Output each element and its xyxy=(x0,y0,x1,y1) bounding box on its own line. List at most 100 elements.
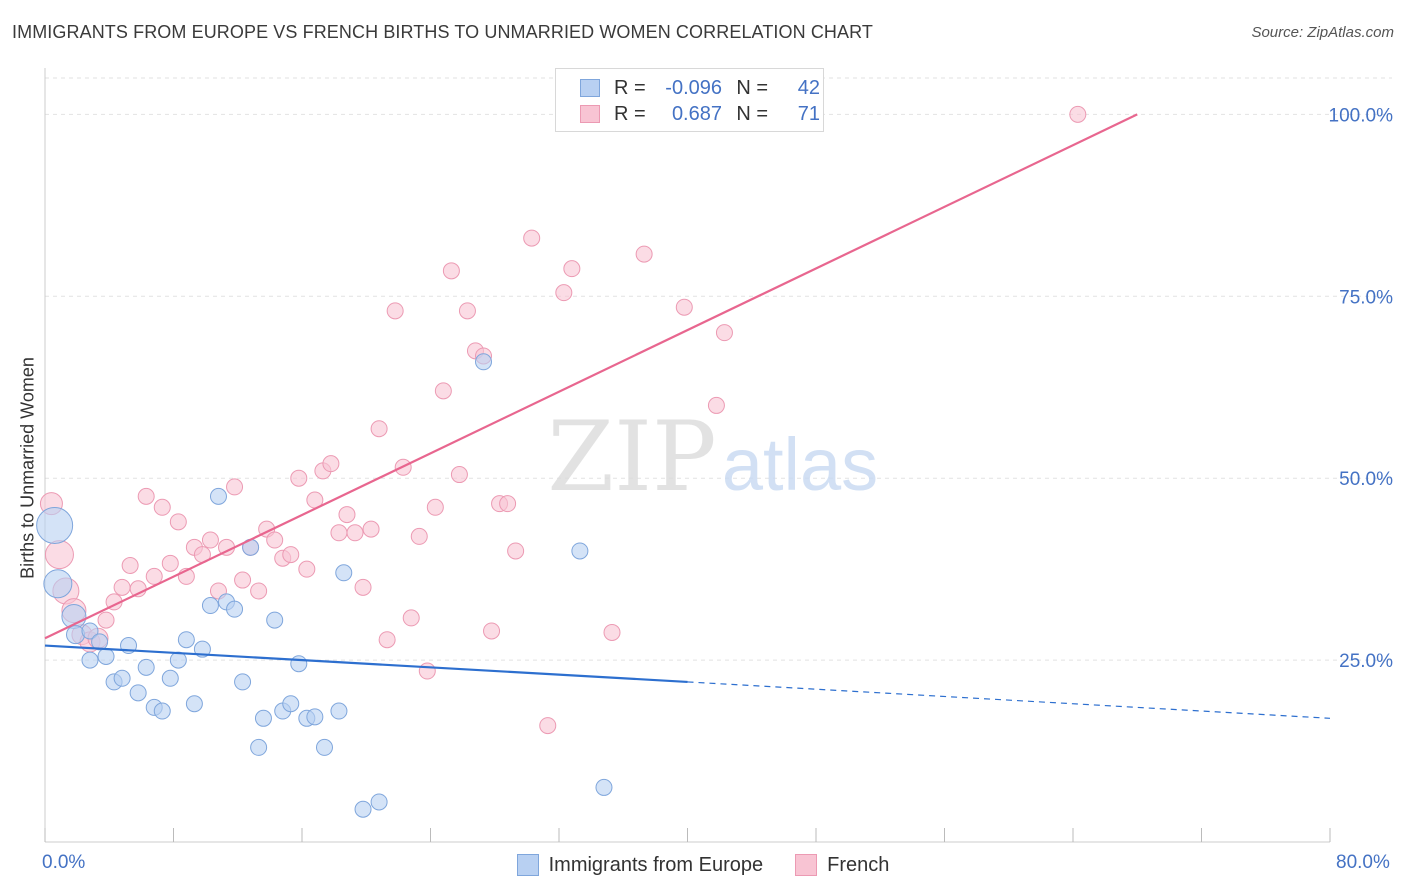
french-point xyxy=(322,455,340,473)
europe-point xyxy=(282,695,300,713)
europe-trend-extension xyxy=(687,681,1331,719)
french-point xyxy=(483,622,501,640)
y-axis-label: Births to Unmarried Women xyxy=(17,357,38,579)
europe-point xyxy=(185,695,203,713)
watermark-atlas: atlas xyxy=(722,423,878,506)
french-point xyxy=(386,302,404,320)
french-point xyxy=(434,382,452,400)
europe-point xyxy=(81,622,99,640)
europe-point xyxy=(113,669,131,687)
legend-n-value: 42 xyxy=(797,76,820,99)
legend-r-value: -0.096 xyxy=(665,76,722,99)
legend-r-label: R = xyxy=(614,102,646,125)
legend-n-label: N = xyxy=(736,102,768,125)
europe-point xyxy=(370,793,388,811)
french-point xyxy=(675,298,693,316)
europe-point xyxy=(290,655,308,673)
legend-row-europe: R = -0.096 N = 42 xyxy=(580,76,820,100)
x-tick-label-max: 80.0% xyxy=(1336,852,1390,873)
europe-point xyxy=(595,778,613,796)
series-swatch-europe xyxy=(516,854,539,876)
y-tick-label: 75.0% xyxy=(1339,287,1393,308)
french-point xyxy=(499,495,517,513)
french-point xyxy=(226,478,244,496)
french-point xyxy=(442,262,460,280)
europe-point xyxy=(81,651,99,669)
europe-trend-line xyxy=(44,644,688,684)
french-point xyxy=(330,524,348,542)
french-point xyxy=(354,578,372,596)
europe-point xyxy=(36,506,74,544)
legend-swatch-french xyxy=(580,105,600,123)
chart-title: IMMIGRANTS FROM EUROPE VS FRENCH BIRTHS … xyxy=(12,22,873,42)
x-tick-label-min: 0.0% xyxy=(42,852,86,873)
french-point xyxy=(44,540,74,570)
europe-point xyxy=(137,658,155,676)
series-legend-europe[interactable]: Immigrants from Europe xyxy=(516,853,764,877)
y-tick-label: 50.0% xyxy=(1339,469,1393,490)
legend-row-french: R = 0.687 N = 71 xyxy=(580,102,820,126)
legend-n-value: 71 xyxy=(797,102,820,125)
europe-point xyxy=(226,600,244,618)
europe-point xyxy=(315,738,333,756)
french-point xyxy=(153,498,171,516)
french-point xyxy=(402,609,420,627)
series-legend: Immigrants from Europe French xyxy=(0,852,1406,878)
french-point xyxy=(635,245,653,263)
french-point xyxy=(266,531,284,549)
europe-point xyxy=(91,633,109,651)
french-point xyxy=(450,466,468,484)
europe-point xyxy=(201,597,219,615)
y-tick-label: 25.0% xyxy=(1339,651,1393,672)
series-label-europe: Immigrants from Europe xyxy=(548,853,764,876)
europe-point xyxy=(306,708,324,726)
french-point xyxy=(282,546,300,564)
french-point xyxy=(707,396,725,414)
french-point xyxy=(145,567,163,585)
french-point xyxy=(418,662,436,680)
grid-layer xyxy=(45,77,1392,661)
french-point xyxy=(137,487,155,505)
europe-point xyxy=(254,709,272,727)
french-point xyxy=(362,520,380,538)
french-point xyxy=(426,498,444,516)
source-credit: Source: ZipAtlas.com xyxy=(1251,24,1394,41)
europe-point xyxy=(354,800,372,818)
europe-point xyxy=(66,625,86,645)
french-point xyxy=(169,513,187,531)
french-point xyxy=(1069,105,1087,123)
french-point xyxy=(250,582,268,600)
french-point xyxy=(563,260,581,278)
europe-point xyxy=(571,542,589,560)
series-swatch-french xyxy=(795,854,818,876)
french-point xyxy=(539,717,557,735)
french-point xyxy=(555,284,573,302)
french-point xyxy=(346,524,364,542)
watermark-zip: ZIP xyxy=(547,401,716,513)
legend-r-label: R = xyxy=(614,76,646,99)
french-point xyxy=(234,571,252,589)
series-label-french: French xyxy=(827,853,890,876)
french-point xyxy=(201,531,219,549)
watermark: ZIP atlas xyxy=(547,401,878,513)
french-point xyxy=(370,420,388,438)
y-tick-label: 100.0% xyxy=(1329,105,1394,126)
europe-point xyxy=(234,673,252,691)
french-point xyxy=(715,324,733,342)
legend-n-label: N = xyxy=(736,76,768,99)
europe-point xyxy=(330,702,348,720)
europe-point xyxy=(475,353,493,371)
series-legend-french[interactable]: French xyxy=(795,854,889,877)
french-point xyxy=(338,506,356,524)
french-point xyxy=(97,611,115,629)
french-point xyxy=(298,560,316,578)
legend-r-value: 0.687 xyxy=(671,102,722,125)
french-point xyxy=(378,631,396,649)
stats-legend: R = -0.096 N = 42 R = 0.687 N = 71 xyxy=(555,68,824,132)
y-tick-labels: 25.0% 50.0% 75.0% 100.0% xyxy=(1329,105,1394,672)
french-point xyxy=(161,554,179,572)
europe-point xyxy=(250,738,268,756)
french-point xyxy=(458,302,476,320)
trend-layer xyxy=(44,113,1331,719)
europe-point xyxy=(161,669,179,687)
